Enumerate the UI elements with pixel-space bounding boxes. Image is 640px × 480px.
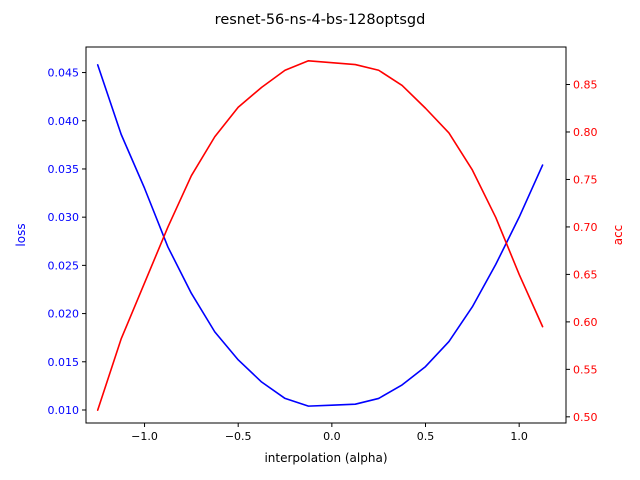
x-axis-label: interpolation (alpha): [264, 451, 387, 465]
right-tick-label: 0.75: [573, 173, 598, 186]
x-axis-ticks: −1.0 −0.5 0.0 0.5 1.0: [131, 423, 528, 443]
left-tick-label: 0.025: [48, 259, 80, 272]
x-tick-label: 0.0: [323, 430, 341, 443]
left-tick-label: 0.015: [48, 356, 80, 369]
right-tick-label: 0.80: [573, 126, 598, 139]
plot-lines: [96, 59, 544, 411]
left-axis-label: loss: [14, 223, 28, 246]
left-tick-label: 0.045: [48, 67, 80, 80]
x-tick-label: 0.5: [417, 430, 435, 443]
acc-series-line: [96, 59, 544, 411]
left-tick-label: 0.040: [48, 115, 80, 128]
right-tick-label: 0.65: [573, 268, 598, 281]
loss-series-line: [96, 64, 544, 407]
x-tick-label: −1.0: [131, 430, 158, 443]
left-tick-label: 0.020: [48, 308, 80, 321]
right-tick-label: 0.60: [573, 316, 598, 329]
x-tick-label: 1.0: [510, 430, 528, 443]
left-tick-label: 0.035: [48, 163, 80, 176]
chart-title: resnet-56-ns-4-bs-128optsgd: [215, 12, 426, 28]
left-tick-label: 0.010: [48, 404, 80, 417]
right-axis-label: acc: [611, 225, 625, 246]
right-tick-label: 0.50: [573, 411, 598, 424]
right-tick-label: 0.85: [573, 79, 598, 92]
right-tick-label: 0.55: [573, 363, 598, 376]
right-tick-label: 0.70: [573, 221, 598, 234]
left-tick-label: 0.030: [48, 211, 80, 224]
right-axis-ticks: 0.50 0.55 0.60 0.65 0.70 0.75 0.80 0.85: [566, 79, 598, 424]
plot-frame: [85, 46, 567, 424]
x-tick-label: −0.5: [225, 430, 252, 443]
left-axis-ticks: 0.010 0.015 0.020 0.025 0.030 0.035 0.040 0.045: [48, 67, 86, 417]
